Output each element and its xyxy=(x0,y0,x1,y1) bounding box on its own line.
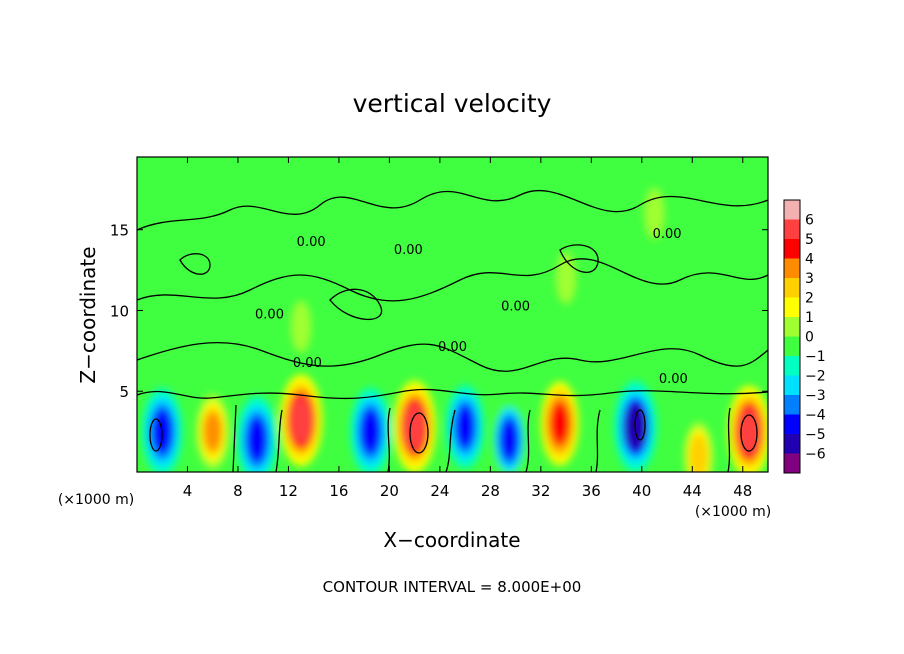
zero-contour-line xyxy=(525,409,531,472)
x-tick-label: 28 xyxy=(481,482,500,500)
colorbar-frame xyxy=(783,199,801,474)
velocity-cell xyxy=(500,419,519,461)
zero-contour-line xyxy=(329,288,383,321)
colorbar-swatch xyxy=(784,453,800,474)
zero-contour-line xyxy=(727,407,731,472)
extreme-contour xyxy=(149,418,163,452)
colorbar-swatch xyxy=(784,219,800,240)
x-tick-label: 48 xyxy=(733,482,752,500)
contour-interval-note: CONTOUR INTERVAL = 8.000E+00 xyxy=(323,578,582,596)
x-axis-unit-right: (×1000 m) xyxy=(695,504,771,520)
y-axis-label: Z−coordinate xyxy=(76,246,100,383)
y-tick-label: 5 xyxy=(119,383,129,401)
plot-frame xyxy=(136,156,769,473)
velocity-cell xyxy=(204,412,222,452)
contour-label: 0.00 xyxy=(438,340,467,355)
colorbar-label: −6 xyxy=(805,447,826,463)
zero-contour-line xyxy=(445,409,456,472)
x-tick-label: 44 xyxy=(683,482,702,500)
colorbar-label: −3 xyxy=(805,388,826,404)
velocity-cell xyxy=(550,402,570,446)
x-tick-label: 8 xyxy=(233,482,243,500)
x-tick-label: 24 xyxy=(430,482,449,500)
colorbar-label: 5 xyxy=(805,232,814,248)
x-tick-label: 16 xyxy=(329,482,348,500)
x-tick-label: 4 xyxy=(183,482,193,500)
colorbar-label: −2 xyxy=(805,369,826,385)
colorbar-swatch xyxy=(784,434,800,454)
x-axis-label: X−coordinate xyxy=(383,528,520,552)
x-tick-label: 36 xyxy=(582,482,601,500)
zero-contour-line xyxy=(559,244,599,273)
zero-contour-line xyxy=(232,404,237,472)
zero-contour-line xyxy=(137,388,768,400)
x-tick-label: 20 xyxy=(380,482,399,500)
y-tick-label: 15 xyxy=(110,222,129,240)
colorbar-label: 4 xyxy=(805,252,814,268)
velocity-cell xyxy=(295,313,307,340)
zero-contour-line xyxy=(137,189,768,231)
contour-label: 0.00 xyxy=(255,308,284,323)
zero-contour-line xyxy=(387,407,391,472)
contour-label: 0.00 xyxy=(394,243,423,258)
velocity-cell xyxy=(649,200,660,227)
colorbar-label: 2 xyxy=(805,291,814,307)
colorbar-swatch xyxy=(784,258,800,279)
x-tick-label: 40 xyxy=(632,482,651,500)
zero-contour-line xyxy=(595,409,601,472)
velocity-cell xyxy=(691,438,707,472)
velocity-cells xyxy=(142,187,768,472)
velocity-cell xyxy=(360,409,381,455)
velocity-cell xyxy=(403,403,426,451)
contour-label: 0.00 xyxy=(501,299,530,314)
colorbar-swatch xyxy=(784,200,800,220)
extreme-contour xyxy=(409,412,429,454)
y-axis-ticks: 5 10 15 xyxy=(110,222,768,401)
x-tick-label: 12 xyxy=(279,482,298,500)
colorbar-swatch xyxy=(784,356,800,376)
colorbar-label: −1 xyxy=(805,349,826,365)
x-tick-label: 32 xyxy=(531,482,550,500)
colorbar-swatch xyxy=(784,414,800,435)
zero-contour-line xyxy=(179,253,211,275)
colorbar: 6 5 4 3 2 1 0 −1 −2 −3 −4 −5 −6 xyxy=(783,199,826,474)
zero-contour-line xyxy=(275,409,283,472)
colorbar-swatch xyxy=(784,278,800,298)
zero-contours xyxy=(137,189,768,472)
contour-label: 0.00 xyxy=(293,356,322,371)
contour-labels: 0.00 0.00 0.00 0.00 0.00 0.00 0.00 0.00 xyxy=(255,227,688,387)
plot-area: 0.000.000.000.000.000.000.000.00 4 8 12 16 2… xyxy=(110,156,769,500)
x-axis-ticks: 4 8 12 16 20 24 28 32 36 40 44 48 xyxy=(183,157,752,500)
colorbar-swatch xyxy=(784,297,800,318)
extreme-contour xyxy=(634,409,646,441)
x-axis-unit-left: (×1000 m) xyxy=(58,492,134,508)
colorbar-label: 1 xyxy=(805,310,814,326)
colorbar-swatch xyxy=(784,336,800,357)
colorbar-swatch xyxy=(784,395,800,415)
colorbar-swatch xyxy=(784,239,800,259)
y-tick-label: 10 xyxy=(110,302,129,320)
zero-contour-line xyxy=(137,258,768,302)
zero-contour-line xyxy=(137,341,768,372)
colorbar-label: 0 xyxy=(805,330,814,346)
chart-title: vertical velocity xyxy=(353,89,552,118)
velocity-cell xyxy=(560,264,572,292)
velocity-cell xyxy=(455,405,475,449)
colorbar-swatch xyxy=(784,317,800,337)
extreme-contour xyxy=(740,414,758,452)
velocity-cell xyxy=(246,417,268,463)
velocity-cell xyxy=(290,396,312,444)
colorbar-label: 6 xyxy=(805,213,814,229)
colorbar-swatch xyxy=(784,375,800,396)
contour-label: 0.00 xyxy=(653,227,682,242)
colorbar-label: 3 xyxy=(805,271,814,287)
colorbar-label: −4 xyxy=(805,408,826,424)
contour-label: 0.00 xyxy=(297,235,326,250)
colorbar-label: −5 xyxy=(805,427,826,443)
contour-label: 0.00 xyxy=(659,372,688,387)
